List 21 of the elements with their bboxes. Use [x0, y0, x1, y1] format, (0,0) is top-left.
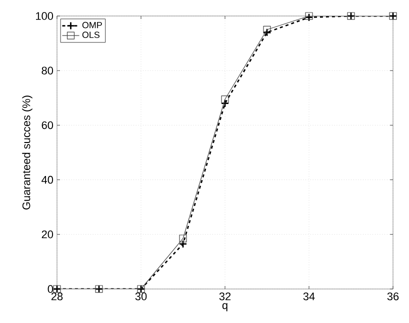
x-tick-label: 30 — [135, 292, 147, 300]
y-tick-label: 100 — [36, 12, 54, 20]
point — [221, 95, 229, 104]
point — [263, 26, 271, 34]
x-tick-label: 34 — [303, 292, 315, 300]
point — [179, 234, 187, 242]
y-tick-label: 60 — [42, 121, 54, 130]
point — [262, 28, 272, 37]
y-tick-label: 0 — [48, 285, 54, 293]
x-tick-label: 28 — [51, 292, 63, 300]
x-tick-label: 32 — [219, 292, 231, 300]
legend-label: OMP — [82, 22, 102, 28]
legend-label: OLS — [82, 32, 100, 38]
point — [220, 99, 230, 108]
x-axis-title: q — [222, 303, 228, 312]
y-tick-label: 20 — [42, 230, 54, 238]
y-tick-label: 80 — [42, 66, 54, 74]
point — [178, 240, 188, 248]
y-tick-label: 40 — [42, 176, 54, 184]
x-tick-label: 36 — [387, 292, 399, 300]
y-axis-title: Guaranteed succes (%) — [22, 96, 32, 210]
